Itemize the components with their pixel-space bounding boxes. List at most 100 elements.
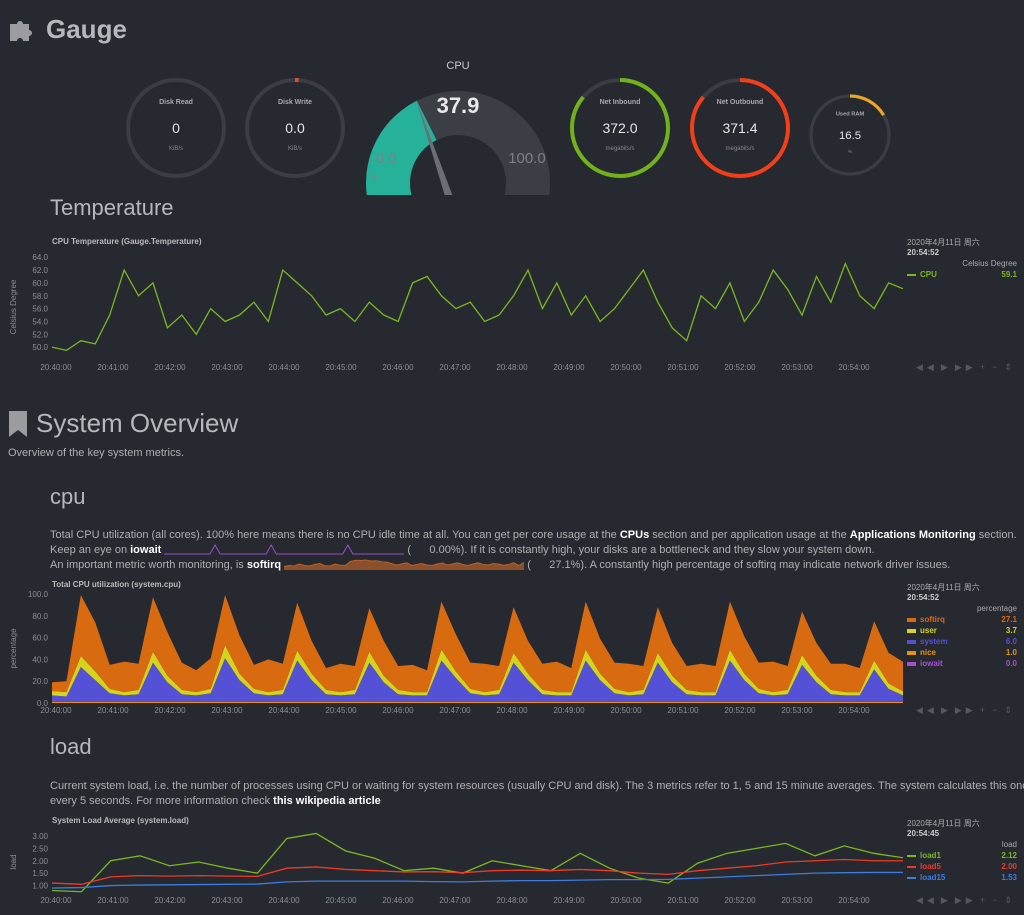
legend-item-load5[interactable]: load5 2.00 [907,861,1017,872]
chart-temp[interactable]: CPU Temperature (Gauge.Temperature) 64.0 6… [0,233,1024,380]
cpus-link[interactable]: CPUs [619,529,650,541]
gauges-row: Disk Read 0 KiB/s Disk Write 0.0 KiB/s Net Inb… [126,60,891,195]
zoom-out-button[interactable]: − [992,705,1002,715]
y-tick-label: 54.0 [32,317,48,326]
pan-left-button[interactable]: ◀◀ [916,362,938,372]
legend-item-iowait[interactable]: iowait 0.0 [907,658,1017,669]
sparkline-line [284,559,525,567]
zoom-out-button[interactable]: − [992,895,1002,905]
x-tick-label: 20:44:00 [268,896,300,905]
x-tick-label: 20:40:00 [40,363,72,372]
x-tick-label: 20:54:00 [838,706,870,715]
softirq-desc-text: . A constantly high percentage of softir… [584,559,951,571]
x-tick-label: 20:47:00 [439,363,471,372]
legend-item-system[interactable]: system 6.0 [907,636,1017,647]
y-tick-label: 1.00 [32,882,48,891]
play-button[interactable]: ▶ [940,705,952,715]
iowait-sparkline [164,543,405,555]
resize-handle[interactable]: ⇕ [1004,895,1016,905]
resize-handle[interactable]: ⇕ [1004,362,1016,372]
legend-item-user[interactable]: user 3.7 [907,625,1017,636]
y-tick-label: 40.0 [32,655,48,664]
y-tick-label: 56.0 [32,305,48,314]
applications-monitoring-link[interactable]: Applications Monitoring [849,529,976,541]
legend-item-softirq[interactable]: softirq 27.1 [907,614,1017,625]
x-tick-label: 20:47:00 [439,706,471,715]
cpu-description: Total CPU utilization (all cores). 100% … [50,528,1020,573]
chart-controls: ◀◀ ▶ ▶▶ + − ⇕ [916,362,1016,373]
chart-legend: 2020年4月11日 周六 20:54:52 Celsius Degree CPU… [907,237,1017,280]
x-tick-label: 20:41:00 [97,896,129,905]
chart-cpu[interactable]: Total CPU utilization (system.cpu) 100.0 8… [0,578,1024,723]
play-button[interactable]: ▶ [940,895,952,905]
x-tick-label: 20:42:00 [154,896,186,905]
gauge-net-outbound[interactable]: Net Outbound 371.4 megabits/s [690,78,790,178]
legend-item-CPU[interactable]: CPU 59.1 [907,269,1017,280]
gauge-net-inbound[interactable]: Net Inbound 372.0 megabits/s [570,78,670,178]
zoom-in-button[interactable]: + [979,895,990,905]
zoom-in-button[interactable]: + [979,362,990,372]
legend-value: 59.1 [1001,270,1017,279]
chart-plot[interactable]: 100.0 80.0 60.0 40.0 20.0 0.0 percentage 20:40:… [0,578,1024,723]
cpu-desc-text: section. [975,529,1017,541]
x-tick-label: 20:50:00 [610,363,642,372]
cpu-desc-text: section and per application usage at the [649,529,850,541]
pan-right-button[interactable]: ▶▶ [954,705,977,715]
puzzle-icon [10,20,32,41]
x-tick-label: 20:48:00 [496,363,528,372]
legend-date: 2020年4月11日 周六 [907,583,980,592]
chart-plot[interactable]: 3.00 2.50 2.00 1.50 1.00 load 20:40:00 20:41:00… [0,814,1024,913]
gauge-unit: KiB/s [288,146,302,152]
y-tick-label: 20.0 [32,677,48,686]
legend-item-load1[interactable]: load1 2.12 [907,850,1017,861]
gauge-title: Disk Read [159,99,193,106]
system-overview-subtitle: Overview of the key system metrics. [8,447,185,459]
gauge-disk-write[interactable]: Disk Write 0.0 KiB/s [245,78,345,178]
x-tick-label: 20:42:00 [154,706,186,715]
pan-left-button[interactable]: ◀◀ [916,705,938,715]
x-tick-label: 20:52:00 [724,706,756,715]
x-tick-label: 20:46:00 [382,363,414,372]
legend-unit: Celsius Degree [962,259,1017,268]
gauge-value: 372.0 [602,120,637,136]
cpu-gauge-unit: % [369,172,377,182]
line-load15 [51,871,903,889]
chart-plot[interactable]: 64.0 62.0 60.0 58.0 56.0 54.0 52.0 50.0 Celsius … [0,233,1024,380]
gauge-fill [245,78,345,178]
wikipedia-link[interactable]: this wikipedia article [273,795,381,807]
legend-series-name: system [920,637,948,646]
softirq-sparkline [284,559,525,570]
y-tick-label: 60.0 [32,279,48,288]
resize-handle[interactable]: ⇕ [1004,705,1016,715]
gauge-value: 16.5 [839,130,861,142]
zoom-in-button[interactable]: + [979,705,990,715]
legend-time: 20:54:52 [907,248,940,257]
gauge-value: 0.0 [285,120,305,136]
legend-series-name: CPU [920,270,937,279]
gauge-section-heading: Gauge [8,14,127,45]
legend-swatch [907,617,916,622]
pan-left-button[interactable]: ◀◀ [916,895,938,905]
chart-load[interactable]: System Load Average (system.load) 3.00 2.5… [0,814,1024,913]
y-axis-label: Celsius Degree [9,279,18,334]
gauge-used-ram[interactable]: Used RAM 16.5% [809,94,891,176]
iowait-value: ( 0.00%) [407,544,465,556]
legend-series-name: softirq [920,615,945,624]
gauge-track [126,78,226,178]
gauge-unit: KiB/s [169,146,183,152]
legend-swatch [907,639,916,644]
x-tick-label: 20:49:00 [553,896,585,905]
play-button[interactable]: ▶ [940,362,952,372]
legend-item-load15[interactable]: load15 1.53 [907,872,1017,883]
gauge-disk-read[interactable]: Disk Read 0 KiB/s [126,78,226,178]
legend-value: 1.0 [1005,648,1017,657]
area-user [52,645,903,697]
y-tick-label: 80.0 [32,612,48,621]
pan-right-button[interactable]: ▶▶ [954,362,977,372]
legend-item-nice[interactable]: nice 1.0 [907,647,1017,658]
zoom-out-button[interactable]: − [992,362,1002,372]
pan-right-button[interactable]: ▶▶ [954,895,977,905]
legend-value: 2.00 [1001,862,1017,871]
legend-swatch [907,661,916,666]
x-tick-label: 20:42:00 [154,363,186,372]
